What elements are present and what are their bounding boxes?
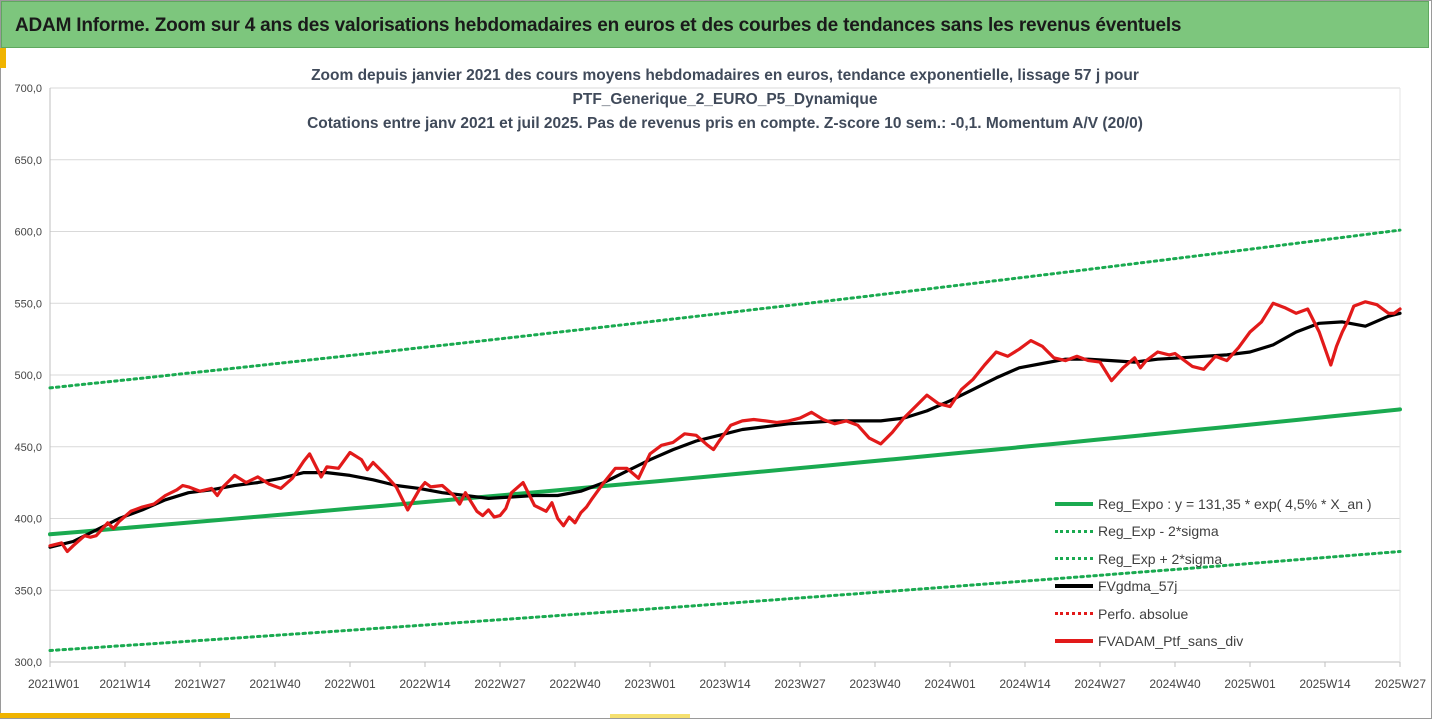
y-tick-label: 700,0 bbox=[14, 83, 42, 95]
legend-swatch bbox=[1055, 529, 1093, 533]
y-tick-label: 550,0 bbox=[14, 298, 42, 310]
y-tick-label: 450,0 bbox=[14, 442, 42, 454]
x-tick-label: 2022W40 bbox=[549, 677, 601, 691]
y-tick-labels: 300,0 350,0 400,0 450,0 500,0 550,0 600,0 650,0… bbox=[14, 83, 42, 669]
accent-strip-bottom-2 bbox=[610, 714, 690, 718]
legend-label: FVgdma_57j bbox=[1098, 578, 1178, 595]
x-tick-label: 2025W27 bbox=[1375, 677, 1427, 691]
x-tick-label: 2023W14 bbox=[699, 677, 751, 691]
series-line-reg-expo bbox=[48, 407, 1402, 537]
x-tick-label: 2024W01 bbox=[924, 677, 976, 691]
legend-item: Reg_Exp + 2*sigma bbox=[1055, 545, 1372, 573]
x-tick-label: 2022W27 bbox=[474, 677, 526, 691]
accent-strip-left bbox=[0, 48, 6, 68]
x-tick-label: 2021W01 bbox=[28, 677, 80, 691]
legend-item: Perfo. absolue bbox=[1055, 600, 1372, 628]
x-tick-label: 2023W01 bbox=[624, 677, 676, 691]
y-tick-label: 400,0 bbox=[14, 514, 42, 526]
y-tick-label: 350,0 bbox=[14, 585, 42, 597]
legend-label: Reg_Expo : y = 131,35 * exp( 4,5% * X_an… bbox=[1098, 495, 1372, 512]
x-tick-label: 2022W14 bbox=[399, 677, 451, 691]
y-tick-label: 300,0 bbox=[14, 657, 42, 669]
legend: Reg_Expo : y = 131,35 * exp( 4,5% * X_an… bbox=[1055, 490, 1372, 655]
legend-item: FVgdma_57j bbox=[1055, 573, 1372, 601]
legend-swatch bbox=[1055, 501, 1093, 506]
x-tick-label: 2025W01 bbox=[1224, 677, 1276, 691]
legend-swatch bbox=[1055, 612, 1093, 616]
y-tick-label: 600,0 bbox=[14, 227, 42, 239]
axes bbox=[49, 88, 1401, 667]
legend-label: Reg_Exp - 2*sigma bbox=[1098, 523, 1219, 540]
chart-title-line-1: Zoom depuis janvier 2021 des cours moyen… bbox=[311, 67, 1139, 84]
x-tick-label: 2025W14 bbox=[1299, 677, 1351, 691]
legend-swatch bbox=[1055, 557, 1093, 561]
legend-swatch bbox=[1055, 639, 1093, 644]
x-tick-label: 2021W27 bbox=[174, 677, 226, 691]
x-tick-label: 2023W40 bbox=[849, 677, 901, 691]
x-tick-labels: 2021W01 2021W14 2021W27 2021W40 2022W01 2022W… bbox=[28, 677, 1426, 691]
legend-item: Reg_Expo : y = 131,35 * exp( 4,5% * X_an… bbox=[1055, 490, 1372, 518]
legend-label: Reg_Exp + 2*sigma bbox=[1098, 550, 1223, 567]
accent-strip-bottom bbox=[0, 713, 230, 718]
chart-title: Zoom depuis janvier 2021 des cours moyen… bbox=[50, 64, 1400, 136]
series-line-reg-plus-2sigma bbox=[48, 228, 1402, 390]
header-bar: ADAM Informe. Zoom sur 4 ans des valoris… bbox=[1, 1, 1429, 48]
series-lines bbox=[48, 228, 1402, 652]
chart-title-line-3: Cotations entre janv 2021 et juil 2025. … bbox=[307, 115, 1143, 132]
legend-item: Reg_Exp - 2*sigma bbox=[1055, 518, 1372, 546]
page-title: ADAM Informe. Zoom sur 4 ans des valoris… bbox=[15, 15, 1182, 36]
y-tick-label: 500,0 bbox=[14, 370, 42, 382]
x-tick-label: 2024W40 bbox=[1149, 677, 1201, 691]
chart-title-line-2: PTF_Generique_2_EURO_P5_Dynamique bbox=[572, 91, 878, 108]
y-tick-label: 650,0 bbox=[14, 155, 42, 167]
x-tick-label: 2022W01 bbox=[324, 677, 376, 691]
series-line-reg-minus-2sigma bbox=[48, 550, 1402, 652]
legend-label: Perfo. absolue bbox=[1098, 605, 1189, 622]
legend-swatch bbox=[1055, 584, 1093, 589]
x-tick-label: 2023W27 bbox=[774, 677, 826, 691]
legend-label: FVADAM_Ptf_sans_div bbox=[1098, 633, 1244, 650]
x-tick-label: 2021W14 bbox=[99, 677, 151, 691]
series-line-fvadam-ptf bbox=[48, 300, 1402, 554]
x-tick-label: 2024W14 bbox=[999, 677, 1051, 691]
legend-item: FVADAM_Ptf_sans_div bbox=[1055, 628, 1372, 656]
series-line-fvgdma-57j bbox=[48, 311, 1402, 549]
x-tick-label: 2021W40 bbox=[249, 677, 301, 691]
x-tick-label: 2024W27 bbox=[1074, 677, 1126, 691]
